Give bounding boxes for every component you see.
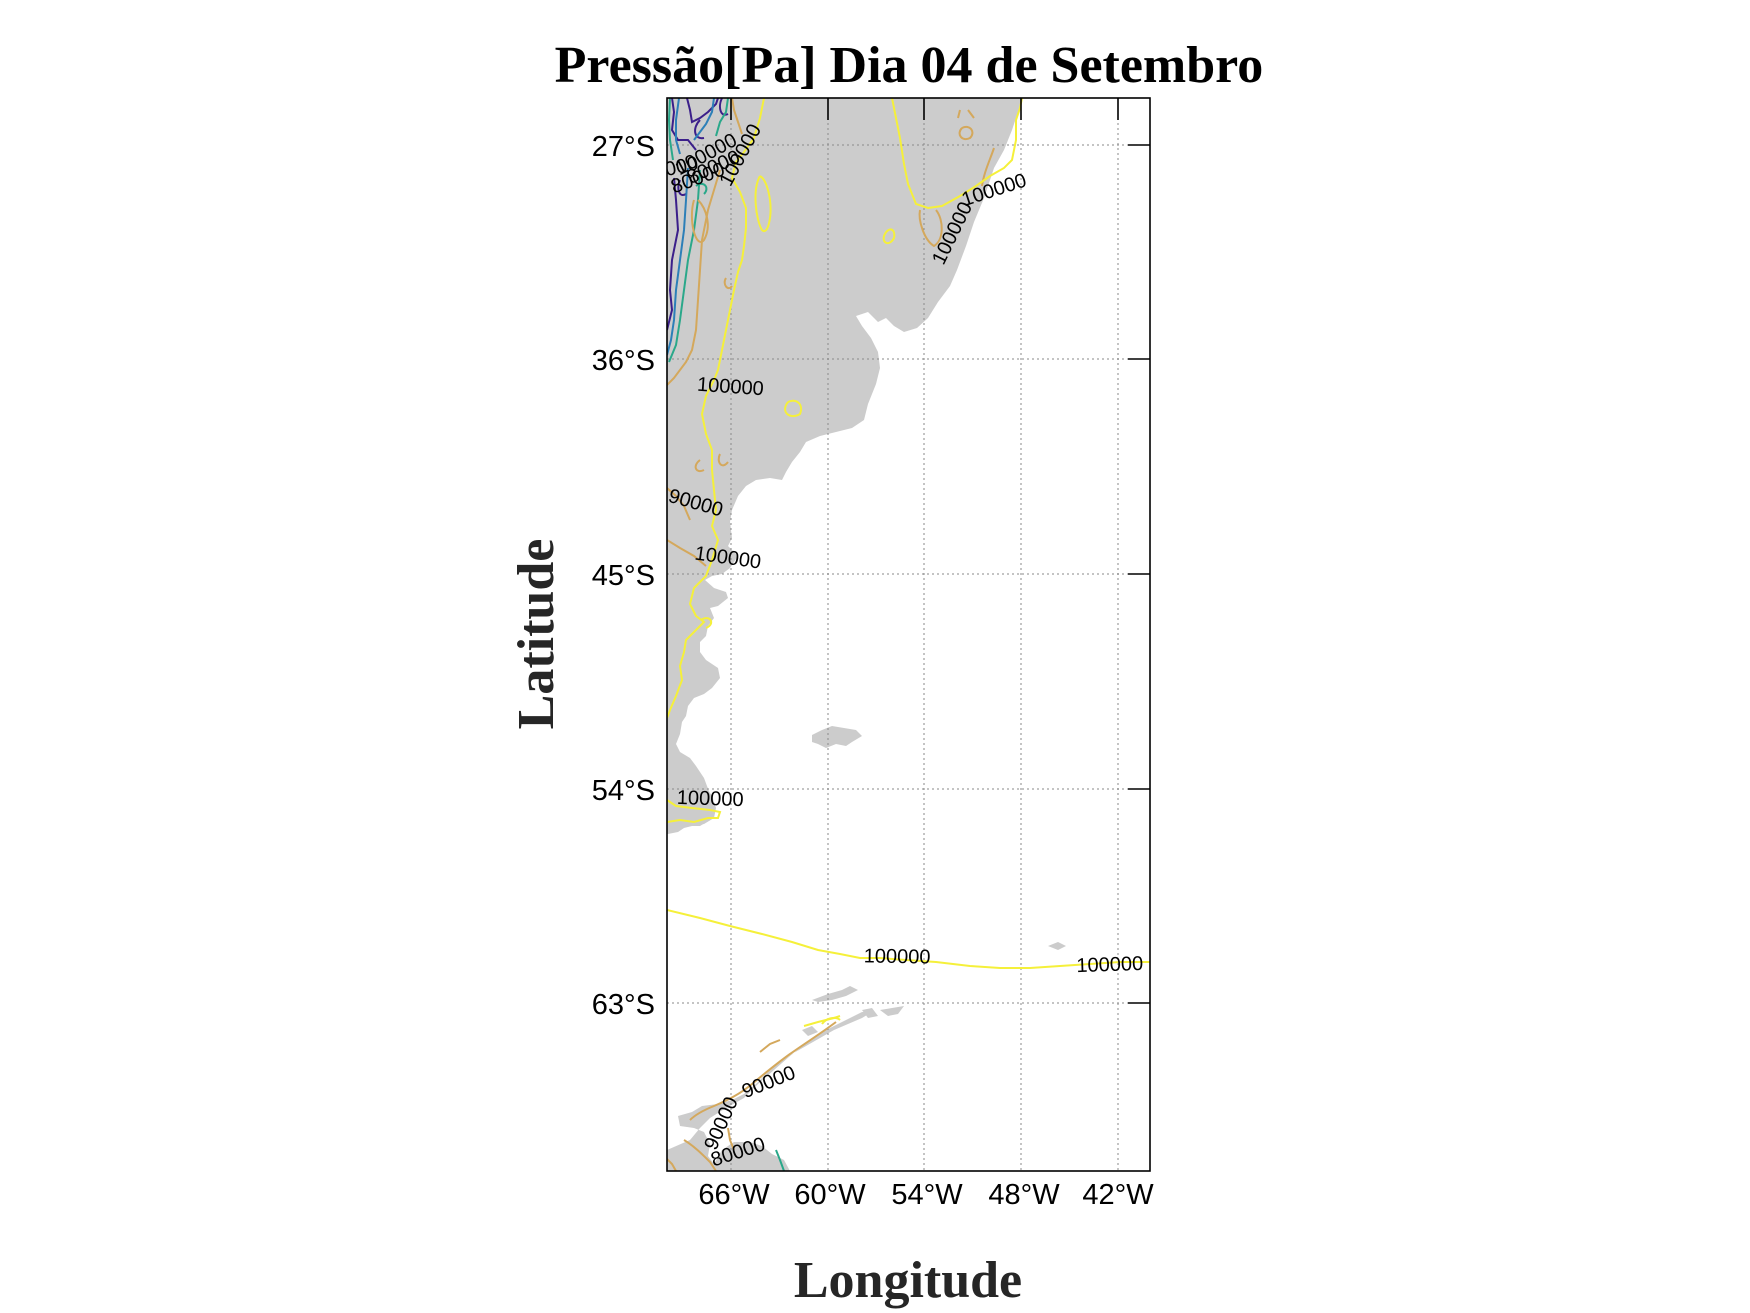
map-title: Pressão[Pa] Dia 04 de Setembro	[555, 37, 1264, 94]
contour-100000	[667, 98, 1150, 1027]
antarctic-islet-ne-land	[880, 1006, 904, 1016]
y-tick-label: 63°S	[592, 989, 655, 1021]
south-shetland-islands-land	[812, 986, 858, 1002]
antarctic-peninsula-land	[667, 1012, 872, 1171]
falkland-islands-land	[812, 726, 862, 748]
contour-80000	[667, 98, 785, 1171]
x-axis-label: Longitude	[794, 1252, 1022, 1309]
tick-marks	[730, 98, 1150, 1004]
y-tick-labels: 27°S 36°S 45°S 54°S 63°S	[592, 131, 655, 1021]
y-tick-label: 45°S	[592, 560, 655, 592]
contour-label: 100000	[1076, 953, 1143, 977]
y-axis-label: Latitude	[508, 539, 565, 730]
contour-90000	[667, 98, 995, 1171]
x-tick-label: 42°W	[1082, 1179, 1154, 1211]
contour-70000	[667, 98, 715, 356]
x-tick-label: 54°W	[891, 1179, 963, 1211]
x-tick-label: 66°W	[698, 1179, 770, 1211]
antarctic-islet-east-land	[1048, 942, 1066, 950]
contour-label: 100000	[676, 787, 743, 811]
y-tick-label: 36°S	[592, 345, 655, 377]
y-tick-label: 54°S	[592, 775, 655, 807]
antarctic-islet-w-land	[802, 1026, 818, 1036]
tierra-del-fuego-land	[667, 756, 716, 834]
south-america-land	[667, 98, 1022, 826]
map-frame	[666, 97, 1151, 1172]
map-area: 100000 100000 80000 80000 60000 100000 1…	[667, 98, 1150, 1171]
x-tick-labels: 66°W 60°W 54°W 48°W 42°W	[698, 1179, 1154, 1211]
x-tick-label: 60°W	[794, 1179, 866, 1211]
contour-label: 100000	[864, 945, 931, 968]
map-gridlines	[667, 98, 1150, 1171]
x-tick-label: 48°W	[988, 1179, 1060, 1211]
contour-label: 100000	[696, 374, 764, 401]
y-tick-label: 27°S	[592, 131, 655, 163]
